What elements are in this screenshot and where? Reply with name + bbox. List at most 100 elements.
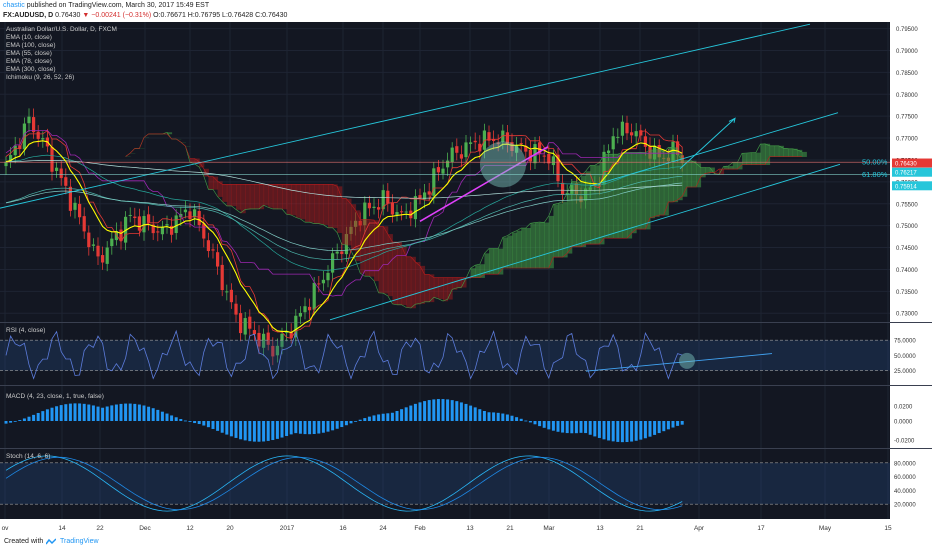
macd-bar (239, 421, 243, 440)
candle-body (216, 252, 220, 267)
macd-bar (4, 421, 8, 424)
candle-body (262, 333, 266, 348)
macd-bar (625, 421, 629, 443)
candle-body (206, 240, 210, 252)
candle-body (381, 190, 385, 210)
cloud-segment (456, 277, 462, 289)
macd-bar (620, 421, 624, 443)
cloud-segment (420, 265, 426, 304)
candle-body (450, 147, 454, 163)
rsi-pane-label[interactable]: RSI (4, close) (6, 327, 46, 334)
cloud-segment (682, 160, 688, 197)
time-tick-label: 15 (884, 525, 892, 532)
chart-canvas[interactable]: ov 14 22 Dec 12 20 2017 16 24 Feb 13 21 Mar 13 21 Apr 17… (0, 22, 932, 535)
ema-10-line (5, 140, 683, 334)
macd-bar (607, 421, 611, 441)
candle-body (404, 211, 408, 213)
last-price: 0.76430 (55, 12, 81, 19)
legend-study-ema55[interactable]: EMA (55, close) (6, 50, 52, 57)
cloud-segment (484, 253, 490, 275)
candle-body (331, 253, 335, 273)
macd-bar (574, 421, 578, 434)
stoch-tick-label: 40.0000 (894, 489, 916, 495)
cloud-segment (663, 152, 669, 216)
author-link[interactable]: chastic (3, 2, 25, 9)
candle-body (487, 132, 491, 141)
stoch-pane-label[interactable]: Stoch (14, 6, 6) (6, 453, 51, 460)
time-axis-background (0, 519, 932, 535)
macd-bar (653, 421, 657, 435)
candle-body (266, 332, 270, 345)
cloud-segment (314, 184, 320, 225)
candle-body (390, 203, 394, 215)
macd-bar (593, 421, 597, 437)
candle-body (22, 123, 26, 150)
cloud-segment (309, 184, 315, 223)
macd-bar (91, 405, 95, 421)
candle-body (229, 289, 233, 303)
cloud-segment (217, 181, 223, 197)
tradingview-logo-icon (46, 538, 56, 545)
legend-study-ema100[interactable]: EMA (100, close) (6, 42, 56, 49)
macd-bar (409, 405, 413, 421)
macd-bar (349, 421, 353, 424)
macd-bar (671, 421, 675, 428)
cloud-segment (300, 184, 306, 220)
cloud-segment (797, 149, 803, 157)
candle-body (124, 216, 128, 243)
candle-body (248, 316, 252, 329)
price-change: −0.00241 (−0.31%) (91, 12, 152, 19)
macd-bar (147, 406, 151, 421)
cloud-segment (447, 277, 453, 300)
cloud-segment (383, 226, 389, 294)
cloud-segment (167, 132, 173, 135)
candle-body (82, 216, 86, 232)
legend-study-ema78[interactable]: EMA (78, close) (6, 58, 52, 65)
macd-bar (220, 421, 224, 433)
legend-study-ema300[interactable]: EMA (300, close) (6, 66, 56, 73)
macd-bar (515, 417, 519, 421)
ema-55-line (5, 154, 683, 271)
cloud-segment (466, 277, 472, 279)
candle-body (96, 245, 100, 257)
candle-body (211, 249, 215, 251)
senkou-span-b (125, 133, 802, 278)
legend-study-ichimoku[interactable]: Ichimoku (9, 26, 52, 26) (6, 74, 75, 81)
time-tick-label: 13 (466, 525, 474, 532)
cloud-segment (677, 153, 683, 201)
macd-bar (9, 421, 13, 423)
macd-bar (211, 421, 215, 429)
rsi-tick-label: 50.0000 (894, 354, 916, 360)
cloud-segment (364, 219, 370, 277)
cloud-segment (737, 162, 743, 170)
macd-bar (501, 413, 505, 421)
macd-bar (312, 421, 316, 435)
cloud-segment (415, 261, 421, 305)
cloud-segment (263, 184, 269, 206)
price-tick-label: 0.75500 (896, 202, 918, 208)
cloud-segment (507, 235, 513, 269)
candle-body (312, 282, 316, 310)
candle-body (349, 226, 353, 234)
candle-body (114, 231, 118, 241)
macd-bar (570, 421, 574, 434)
macd-bar (321, 421, 325, 433)
publish-line: chastic published on TradingView.com, Ma… (3, 2, 209, 9)
candle-body (335, 251, 339, 254)
tradingview-brand[interactable]: TradingView (60, 538, 99, 545)
cloud-segment (452, 277, 458, 290)
candle-body (441, 168, 445, 174)
macd-bar (561, 421, 565, 433)
macd-bar (602, 421, 606, 440)
candle-body (18, 145, 22, 150)
candle-body (354, 220, 358, 227)
candle-body (252, 330, 256, 335)
candle-body (174, 215, 178, 234)
legend-study-ema10[interactable]: EMA (10, close) (6, 34, 52, 41)
macd-bar (262, 421, 266, 442)
macd-bar (308, 421, 312, 435)
macd-bar (234, 421, 238, 438)
macd-pane-label[interactable]: MACD (4, 23, close, 1, true, false) (6, 393, 104, 400)
cloud-segment (406, 256, 412, 308)
cloud-segment (470, 268, 476, 278)
